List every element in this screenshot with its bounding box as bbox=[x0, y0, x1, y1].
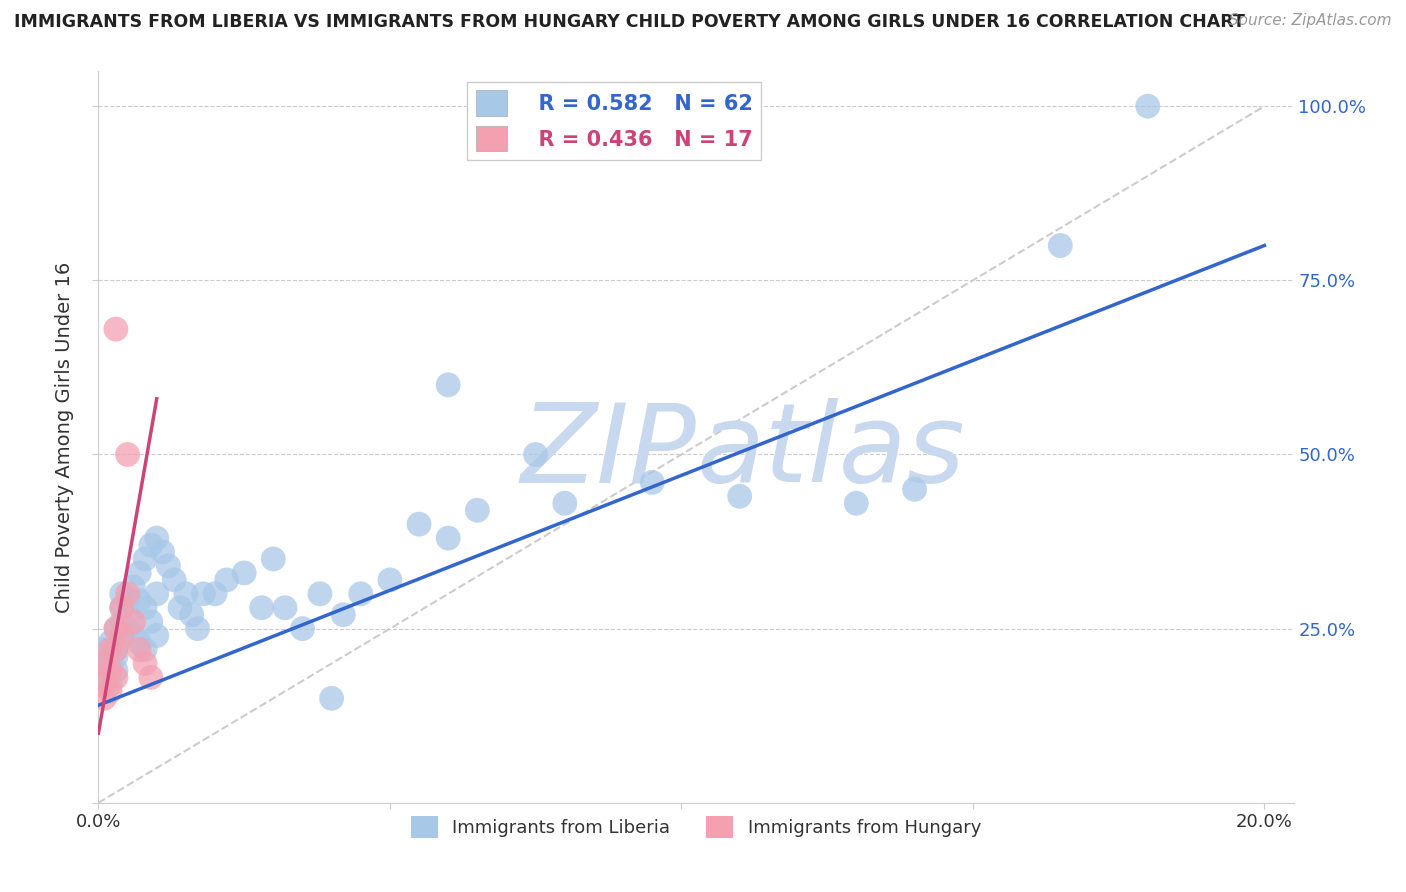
Point bbox=[186, 622, 208, 636]
Text: ZIP: ZIP bbox=[520, 398, 696, 505]
Point bbox=[117, 607, 139, 622]
Point bbox=[134, 642, 156, 657]
Point bbox=[128, 642, 150, 657]
Legend: Immigrants from Liberia, Immigrants from Hungary: Immigrants from Liberia, Immigrants from… bbox=[404, 808, 988, 845]
Point bbox=[93, 657, 115, 671]
Point bbox=[111, 587, 134, 601]
Point bbox=[111, 615, 134, 629]
Text: IMMIGRANTS FROM LIBERIA VS IMMIGRANTS FROM HUNGARY CHILD POVERTY AMONG GIRLS UND: IMMIGRANTS FROM LIBERIA VS IMMIGRANTS FR… bbox=[14, 13, 1244, 31]
Point bbox=[104, 622, 127, 636]
Point bbox=[378, 573, 401, 587]
Point bbox=[93, 670, 115, 684]
Point bbox=[262, 552, 284, 566]
Point bbox=[104, 670, 127, 684]
Point bbox=[98, 642, 121, 657]
Point bbox=[122, 580, 145, 594]
Point bbox=[104, 622, 127, 636]
Point bbox=[1049, 238, 1071, 252]
Point bbox=[98, 635, 121, 649]
Point bbox=[903, 483, 925, 497]
Point bbox=[145, 629, 167, 643]
Point bbox=[98, 677, 121, 691]
Point bbox=[98, 684, 121, 698]
Y-axis label: Child Poverty Among Girls Under 16: Child Poverty Among Girls Under 16 bbox=[55, 261, 75, 613]
Point bbox=[111, 600, 134, 615]
Point bbox=[180, 607, 202, 622]
Point bbox=[104, 642, 127, 657]
Point bbox=[93, 642, 115, 657]
Point bbox=[437, 377, 460, 392]
Point bbox=[93, 677, 115, 691]
Point bbox=[233, 566, 256, 580]
Text: Source: ZipAtlas.com: Source: ZipAtlas.com bbox=[1229, 13, 1392, 29]
Point bbox=[98, 649, 121, 664]
Point bbox=[134, 657, 156, 671]
Point bbox=[117, 622, 139, 636]
Point bbox=[139, 538, 162, 552]
Point bbox=[104, 664, 127, 678]
Point bbox=[111, 629, 134, 643]
Point bbox=[467, 503, 489, 517]
Point bbox=[174, 587, 197, 601]
Point bbox=[204, 587, 226, 601]
Point bbox=[250, 600, 273, 615]
Point bbox=[128, 566, 150, 580]
Point bbox=[139, 615, 162, 629]
Point bbox=[128, 594, 150, 608]
Point bbox=[274, 600, 297, 615]
Point bbox=[111, 600, 134, 615]
Point bbox=[93, 657, 115, 671]
Point bbox=[152, 545, 174, 559]
Point bbox=[145, 587, 167, 601]
Point bbox=[845, 496, 868, 510]
Point bbox=[117, 448, 139, 462]
Point bbox=[117, 587, 139, 601]
Point bbox=[350, 587, 373, 601]
Point bbox=[134, 600, 156, 615]
Point bbox=[163, 573, 186, 587]
Point bbox=[98, 664, 121, 678]
Point bbox=[139, 670, 162, 684]
Point bbox=[93, 691, 115, 706]
Point bbox=[104, 649, 127, 664]
Point bbox=[134, 552, 156, 566]
Point bbox=[104, 642, 127, 657]
Point bbox=[524, 448, 547, 462]
Point bbox=[145, 531, 167, 545]
Point bbox=[554, 496, 576, 510]
Point bbox=[1136, 99, 1159, 113]
Point bbox=[728, 489, 751, 503]
Point bbox=[117, 594, 139, 608]
Point bbox=[291, 622, 314, 636]
Point bbox=[169, 600, 191, 615]
Point bbox=[437, 531, 460, 545]
Point bbox=[157, 558, 180, 573]
Text: atlas: atlas bbox=[696, 398, 965, 505]
Point bbox=[193, 587, 215, 601]
Point bbox=[321, 691, 343, 706]
Point bbox=[98, 664, 121, 678]
Point bbox=[641, 475, 664, 490]
Point bbox=[408, 517, 430, 532]
Point bbox=[104, 322, 127, 336]
Point bbox=[128, 635, 150, 649]
Point bbox=[215, 573, 238, 587]
Point bbox=[332, 607, 354, 622]
Point bbox=[122, 629, 145, 643]
Point bbox=[122, 615, 145, 629]
Point bbox=[309, 587, 332, 601]
